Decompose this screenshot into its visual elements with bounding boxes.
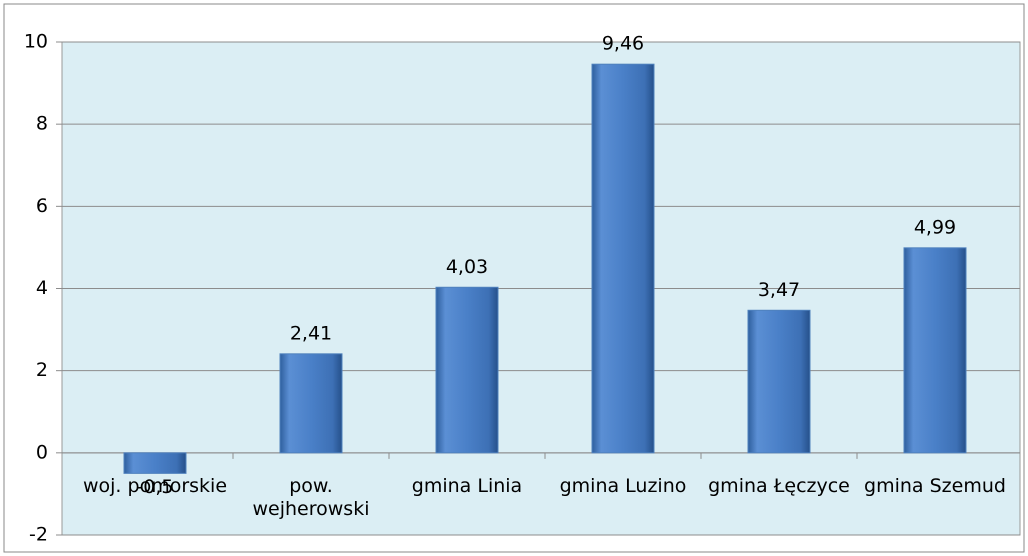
value-label: 9,46 <box>602 33 644 55</box>
x-tick-label: woj. pomorskie <box>82 474 228 497</box>
x-tick-label: gmina Luzino <box>559 474 687 497</box>
x-tick-label: gmina Linia <box>411 474 523 497</box>
y-tick-label: 2 <box>36 359 48 381</box>
x-tick-label: pow. wejherowski <box>252 474 370 520</box>
x-tick-label: gmina Szemud <box>864 474 1006 497</box>
bar <box>435 286 499 454</box>
bar <box>747 309 811 454</box>
y-tick-label: -2 <box>29 524 48 546</box>
value-label: 2,41 <box>290 322 332 344</box>
y-tick-label: 8 <box>36 113 48 135</box>
value-label: -0,5 <box>136 476 173 498</box>
bar <box>279 353 343 454</box>
value-label: 4,99 <box>914 216 956 238</box>
y-tick-label: 4 <box>36 277 48 299</box>
y-tick-label: 10 <box>24 31 48 53</box>
y-tick-label: 6 <box>36 195 48 217</box>
value-label: 4,03 <box>446 256 488 278</box>
bar <box>903 247 967 454</box>
value-label: 3,47 <box>758 279 800 301</box>
x-tick-label: gmina Łęczyce <box>708 474 850 497</box>
bar <box>123 452 187 474</box>
y-tick-label: 0 <box>36 441 48 463</box>
bar <box>591 63 655 454</box>
